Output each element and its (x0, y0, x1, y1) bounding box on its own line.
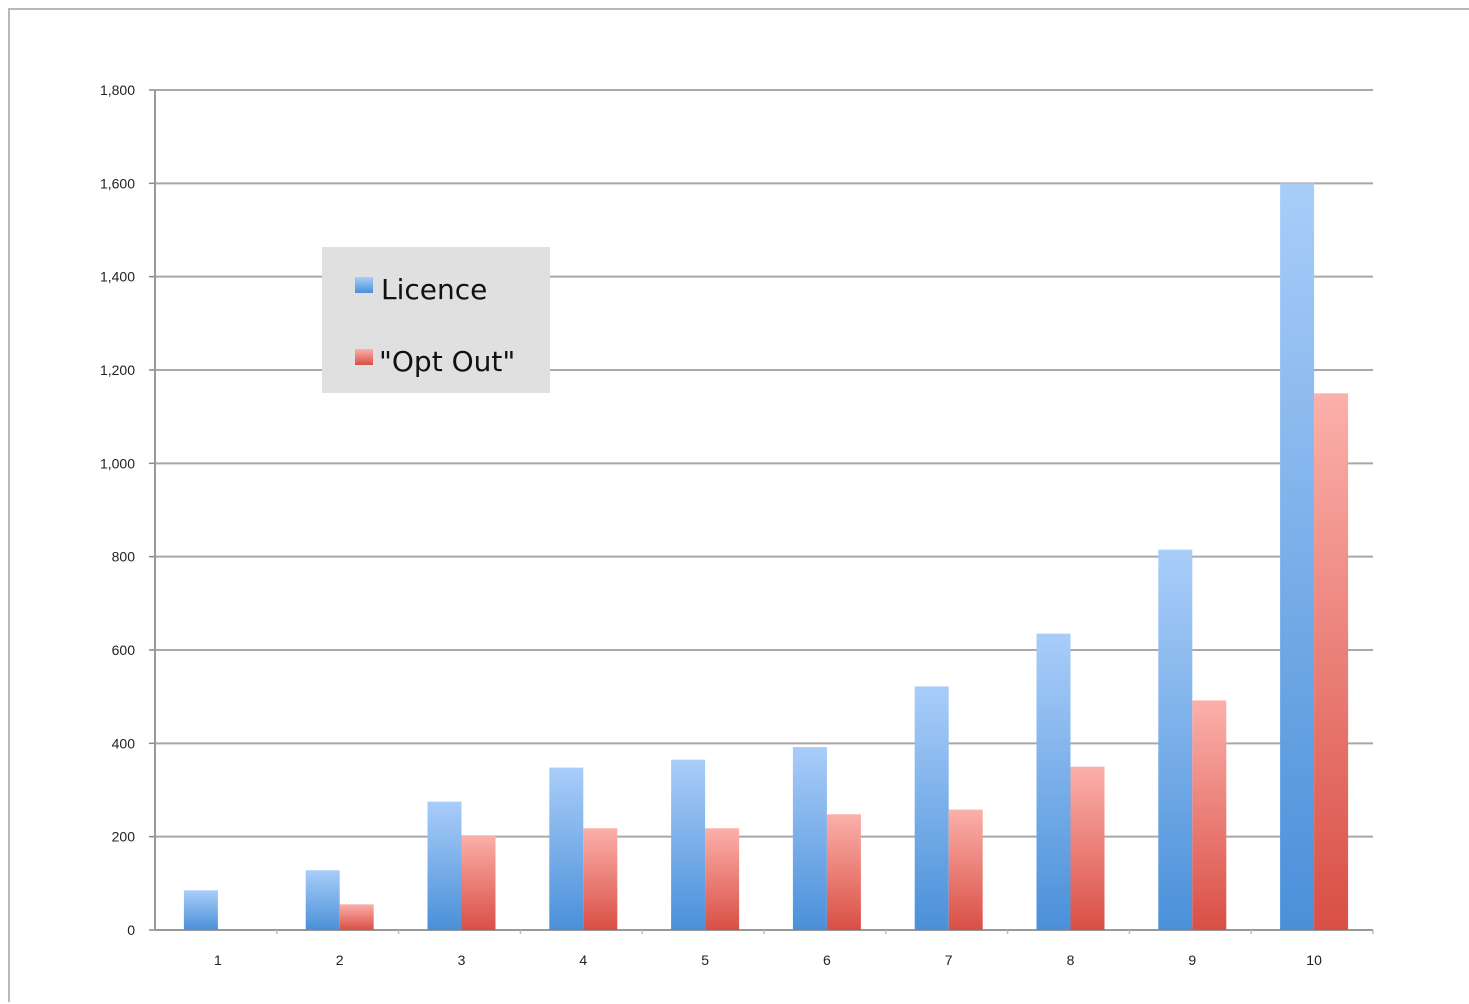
tick-labels: 0 200 400 600 800 1,000 1,200 1,400 1,600 1,800 1 2… (100, 82, 1322, 968)
legend: Licence "Opt Out" (322, 247, 550, 393)
y-tick-label: 1,000 (100, 455, 135, 471)
bar-licence-4 (549, 767, 584, 930)
y-tick-label: 1,400 (100, 269, 135, 285)
y-tick-label: 200 (112, 829, 136, 845)
x-tick-label: 8 (1067, 952, 1075, 968)
bar-licence-6 (792, 747, 827, 930)
bar-licence-8 (1036, 633, 1071, 930)
bar-chart: 0 200 400 600 800 1,000 1,200 1,400 1,600 1,800 1 2… (100, 82, 1374, 968)
legend-item-opt-out: "Opt Out" (355, 345, 515, 378)
y-tick-label: 0 (127, 922, 135, 938)
x-tick-label: 3 (458, 952, 466, 968)
y-tick-label: 1,200 (100, 362, 135, 378)
y-tick-label: 1,800 (100, 82, 135, 98)
y-tick-label: 1,600 (100, 175, 135, 191)
legend-label-opt-out: "Opt Out" (379, 345, 515, 378)
x-tick-label: 1 (214, 952, 222, 968)
bar-opt-out-2 (339, 904, 374, 930)
bar-licence-7 (914, 686, 949, 930)
y-tick-label: 800 (112, 549, 136, 565)
bar-opt-out-6 (826, 814, 861, 930)
bars (183, 183, 1349, 931)
x-tick-label: 2 (336, 952, 344, 968)
bar-licence-10 (1280, 183, 1315, 931)
bar-opt-out-9 (1192, 700, 1227, 930)
bar-licence-5 (671, 759, 706, 930)
y-tick-label: 400 (112, 735, 136, 751)
bar-opt-out-7 (948, 809, 983, 930)
legend-swatch-licence (355, 277, 373, 293)
bar-opt-out-5 (705, 828, 740, 930)
x-tick-label: 9 (1188, 952, 1196, 968)
x-tick-label: 5 (701, 952, 709, 968)
bar-opt-out-10 (1314, 393, 1349, 930)
bar-licence-2 (305, 870, 340, 930)
bar-opt-out-8 (1070, 766, 1105, 930)
bar-licence-3 (427, 801, 462, 930)
legend-label-licence: Licence (381, 273, 487, 306)
legend-box (322, 247, 550, 393)
legend-item-licence: Licence (355, 273, 487, 306)
y-tick-label: 600 (112, 642, 136, 658)
bar-licence-9 (1158, 549, 1193, 930)
x-tick-label: 4 (579, 952, 587, 968)
x-tick-label: 6 (823, 952, 831, 968)
legend-swatch-opt-out (355, 349, 373, 365)
bar-opt-out-4 (583, 828, 618, 930)
chart-frame: 0 200 400 600 800 1,000 1,200 1,400 1,600 1,800 1 2… (8, 8, 1469, 1002)
x-tick-label: 7 (945, 952, 953, 968)
x-tick-label: 10 (1306, 952, 1322, 968)
bar-opt-out-3 (461, 835, 496, 930)
bar-licence-1 (183, 890, 218, 930)
